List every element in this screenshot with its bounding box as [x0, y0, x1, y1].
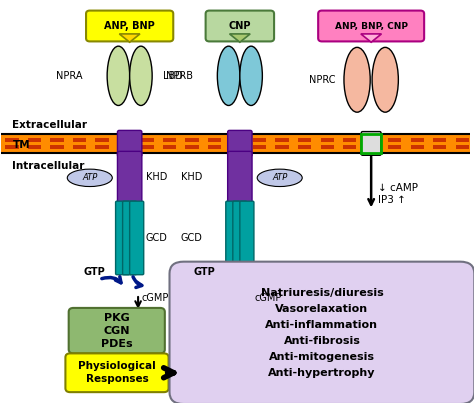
FancyBboxPatch shape [86, 10, 173, 42]
FancyBboxPatch shape [118, 152, 142, 204]
Bar [410, 138, 424, 142]
Bar [140, 138, 154, 142]
Bar [5, 138, 18, 142]
Bar [388, 138, 401, 142]
Bar [275, 138, 289, 142]
Text: cGMP: cGMP [255, 293, 282, 303]
Text: NPRC: NPRC [310, 75, 336, 85]
Bar [95, 138, 109, 142]
Bar [365, 145, 379, 149]
FancyBboxPatch shape [123, 201, 137, 275]
Bar [343, 145, 356, 149]
Ellipse shape [372, 47, 398, 112]
Bar [388, 145, 401, 149]
Text: GCD: GCD [146, 233, 167, 243]
FancyBboxPatch shape [206, 10, 274, 42]
Bar [185, 138, 199, 142]
Ellipse shape [257, 169, 302, 187]
Text: Extracellular: Extracellular [12, 120, 87, 130]
Bar [456, 145, 469, 149]
Bar [410, 145, 424, 149]
Bar [0, 134, 470, 153]
Bar [185, 145, 199, 149]
Bar [343, 138, 356, 142]
Text: ATP: ATP [82, 173, 98, 182]
Ellipse shape [130, 46, 152, 106]
Polygon shape [229, 34, 250, 42]
Bar [456, 138, 469, 142]
Text: ATP: ATP [272, 173, 287, 182]
FancyBboxPatch shape [233, 201, 247, 275]
Bar [50, 145, 64, 149]
Bar [298, 138, 311, 142]
Text: NPRB: NPRB [166, 71, 193, 81]
Bar [208, 138, 221, 142]
FancyBboxPatch shape [226, 201, 240, 275]
Bar [253, 138, 266, 142]
Text: NPRA: NPRA [56, 71, 83, 81]
Bar [253, 145, 266, 149]
Bar [275, 145, 289, 149]
Bar [230, 138, 244, 142]
Bar [73, 138, 86, 142]
Text: cGMP: cGMP [142, 293, 169, 303]
Bar [433, 138, 446, 142]
FancyBboxPatch shape [228, 131, 252, 156]
Text: KHD: KHD [146, 172, 167, 182]
Bar [118, 138, 131, 142]
Text: KHD: KHD [181, 172, 202, 182]
Bar [95, 145, 109, 149]
Polygon shape [119, 34, 140, 42]
Text: ANP, BNP: ANP, BNP [104, 21, 155, 31]
Bar [140, 145, 154, 149]
Bar [73, 145, 86, 149]
Ellipse shape [240, 46, 263, 106]
Text: ↓ cAMP: ↓ cAMP [378, 183, 418, 193]
Text: CNP: CNP [228, 21, 251, 31]
FancyBboxPatch shape [318, 10, 424, 42]
Polygon shape [361, 34, 382, 42]
Bar [208, 145, 221, 149]
Ellipse shape [67, 169, 112, 187]
Bar [320, 138, 334, 142]
Text: PKG
CGN
PDEs: PKG CGN PDEs [101, 313, 133, 349]
Ellipse shape [107, 46, 130, 106]
Bar [163, 145, 176, 149]
Bar [163, 138, 176, 142]
Ellipse shape [218, 46, 240, 106]
FancyBboxPatch shape [69, 308, 165, 353]
Bar [433, 145, 446, 149]
Text: ANP, BNP, CNP: ANP, BNP, CNP [335, 21, 408, 31]
Text: Natriuresis/diuresis
Vasorelaxation
Anti-inflammation
Anti-fibrosis
Anti-mitogen: Natriuresis/diuresis Vasorelaxation Anti… [261, 288, 383, 378]
Text: TM: TM [12, 140, 30, 150]
FancyBboxPatch shape [118, 131, 142, 156]
Bar [365, 138, 379, 142]
FancyBboxPatch shape [170, 262, 474, 403]
Text: LBD: LBD [164, 71, 183, 81]
FancyBboxPatch shape [240, 201, 254, 275]
Bar [230, 145, 244, 149]
Bar [50, 138, 64, 142]
Text: Physiological
Responses: Physiological Responses [78, 361, 156, 384]
Text: GTP: GTP [83, 268, 105, 278]
Text: Intracellular: Intracellular [12, 161, 85, 171]
Bar [28, 138, 41, 142]
Bar [298, 145, 311, 149]
FancyBboxPatch shape [116, 201, 130, 275]
Bar [28, 145, 41, 149]
FancyBboxPatch shape [65, 353, 169, 392]
Text: GTP: GTP [194, 268, 216, 278]
Ellipse shape [344, 47, 370, 112]
Bar [118, 145, 131, 149]
FancyBboxPatch shape [361, 131, 381, 155]
Text: IP3 ↑: IP3 ↑ [378, 195, 406, 206]
FancyBboxPatch shape [130, 201, 144, 275]
Bar [5, 145, 18, 149]
Bar [320, 145, 334, 149]
FancyBboxPatch shape [228, 152, 252, 204]
Text: GCD: GCD [181, 233, 202, 243]
